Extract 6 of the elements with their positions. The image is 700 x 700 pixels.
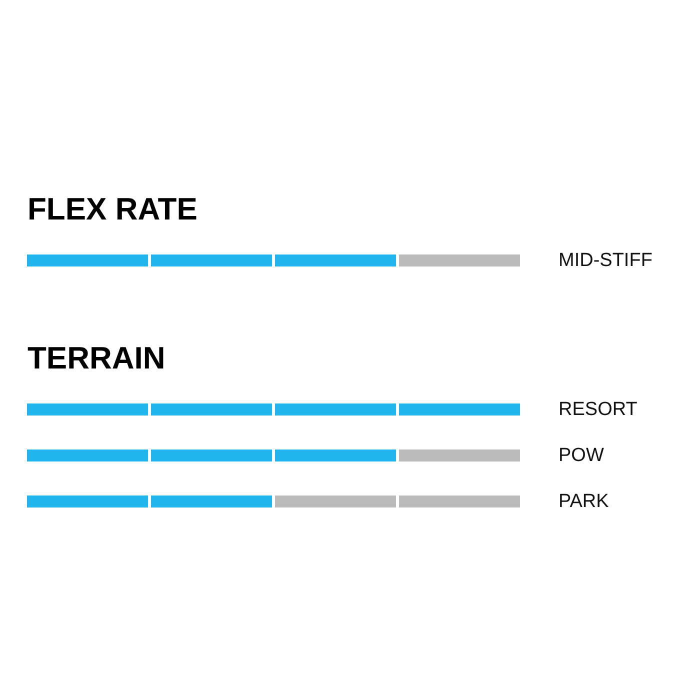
chart-title: FLEX RATE (28, 192, 198, 226)
y-tick-label: POW (558, 445, 604, 466)
y-tick-label: PARK (558, 491, 610, 512)
y-tick-label: RESORT (558, 399, 638, 420)
chart-title: TERRAIN (28, 340, 166, 376)
y-tick-label: MID-STIFF (558, 250, 652, 271)
